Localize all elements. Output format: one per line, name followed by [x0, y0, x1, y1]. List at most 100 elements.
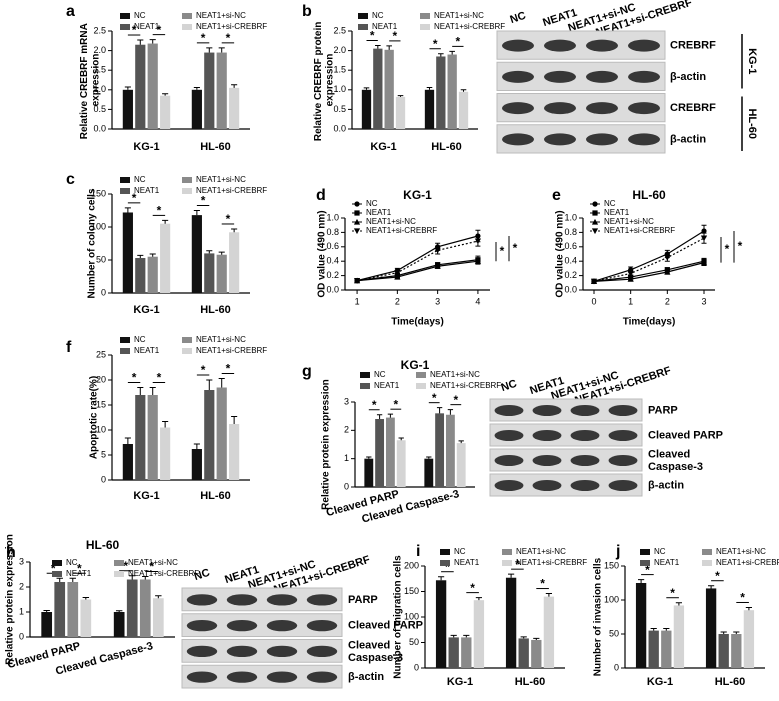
legend-label: NC	[66, 558, 78, 567]
line	[357, 260, 478, 282]
legend-label: NC	[134, 175, 146, 184]
blot-band	[532, 430, 562, 441]
marker	[627, 270, 634, 277]
legend-swatch	[114, 560, 124, 566]
y-tick-label: 0.4	[326, 256, 339, 266]
blot-band	[502, 102, 534, 115]
y-tick-label: 15	[96, 399, 106, 409]
bar	[531, 639, 542, 668]
significance-mark: *	[540, 577, 545, 591]
legend-label: NEAT1	[366, 208, 392, 217]
error-bar	[162, 421, 169, 428]
legend-label: NEAT1+si-CREBRF	[196, 346, 267, 355]
significance-mark: *	[456, 35, 461, 49]
blot-band	[544, 70, 576, 83]
y-tick-label: 1	[19, 606, 24, 616]
blot-band	[628, 102, 660, 115]
y-tick-label: 0.8	[326, 227, 339, 237]
panel-label: e	[552, 187, 561, 204]
y-tick-label: 150	[404, 586, 419, 596]
error-bar	[545, 593, 552, 597]
y-tick-label: 2.0	[93, 45, 106, 55]
significance-mark: *	[226, 362, 231, 376]
significance-mark: *	[515, 557, 520, 571]
panel-label: a	[66, 3, 75, 20]
legend-swatch	[502, 560, 512, 566]
marker	[434, 263, 441, 269]
legend-label: NEAT1+si-CREBRF	[716, 558, 779, 567]
error-bar	[386, 45, 392, 50]
bar	[375, 419, 385, 487]
significance-mark: *	[670, 586, 675, 600]
error-bar	[398, 437, 404, 441]
bar	[160, 95, 171, 129]
blot-strip	[181, 613, 343, 637]
legend-swatch	[114, 571, 124, 577]
bar	[458, 91, 469, 129]
significance-mark: *	[432, 391, 437, 405]
legend-swatch	[702, 560, 712, 566]
blot-band	[266, 645, 298, 658]
blot-band	[494, 455, 524, 466]
bar	[448, 637, 459, 668]
legend-marker	[592, 201, 598, 207]
x-tick-label: 2	[665, 296, 670, 306]
y-axis-label: OD value (490 nm)	[317, 210, 328, 297]
y-tick-label: 50	[609, 628, 619, 638]
bar	[216, 254, 227, 293]
y-tick-label: 100	[604, 594, 619, 604]
legend-label: NC	[454, 547, 466, 556]
legend-swatch	[640, 560, 650, 566]
chart-title: HL-60	[632, 188, 666, 202]
blot-band	[186, 645, 218, 658]
error-bar	[206, 250, 213, 254]
error-bar	[115, 610, 123, 612]
bar	[41, 612, 53, 637]
legend-swatch	[360, 383, 370, 389]
chart-title: KG-1	[401, 358, 430, 372]
y-tick-label: 2	[19, 581, 24, 591]
blot-band	[306, 619, 338, 632]
legend-marker	[353, 228, 361, 235]
blot-band	[226, 594, 258, 606]
bar	[191, 89, 202, 129]
error-bar	[155, 595, 162, 599]
bar	[705, 588, 717, 668]
blot-band	[570, 480, 600, 491]
error-bar	[450, 634, 457, 638]
error-bar	[56, 577, 63, 582]
y-axis-label: Number of invasion cells	[593, 557, 604, 676]
y-axis-label: Relative CREBRF protein expression	[313, 19, 336, 141]
bar	[122, 444, 133, 480]
significance-mark: *	[470, 581, 475, 595]
blot-band	[306, 594, 338, 606]
line	[593, 260, 705, 282]
bar	[147, 395, 158, 480]
legend-label: NEAT1+si-CREBRF	[516, 558, 587, 567]
panel-label: f	[66, 339, 72, 356]
legend-label: NEAT1+si-CREBRF	[196, 186, 267, 195]
significance-mark: *	[157, 371, 162, 385]
y-tick-label: 1	[344, 453, 349, 463]
error-bar	[124, 437, 131, 444]
legend-swatch	[360, 372, 370, 378]
bar	[518, 638, 529, 668]
legend-swatch	[416, 383, 426, 389]
legend-swatch	[120, 337, 130, 343]
blot-band	[186, 594, 218, 606]
legend-swatch	[182, 348, 192, 354]
error-bar	[375, 45, 381, 49]
error-bar	[124, 86, 131, 90]
x-tick-label: HL-60	[200, 141, 231, 153]
legend-label: NC	[604, 199, 616, 208]
significance-mark: *	[157, 204, 162, 218]
bar	[122, 212, 133, 293]
y-tick-label: 100	[91, 221, 106, 231]
blot-band	[608, 480, 638, 491]
y-tick-label: 100	[404, 611, 419, 621]
error-bar	[82, 597, 90, 600]
bar	[191, 449, 202, 480]
bar	[661, 630, 672, 668]
error-bar	[708, 585, 715, 589]
y-axis-label: Number of colony cells	[87, 188, 98, 298]
